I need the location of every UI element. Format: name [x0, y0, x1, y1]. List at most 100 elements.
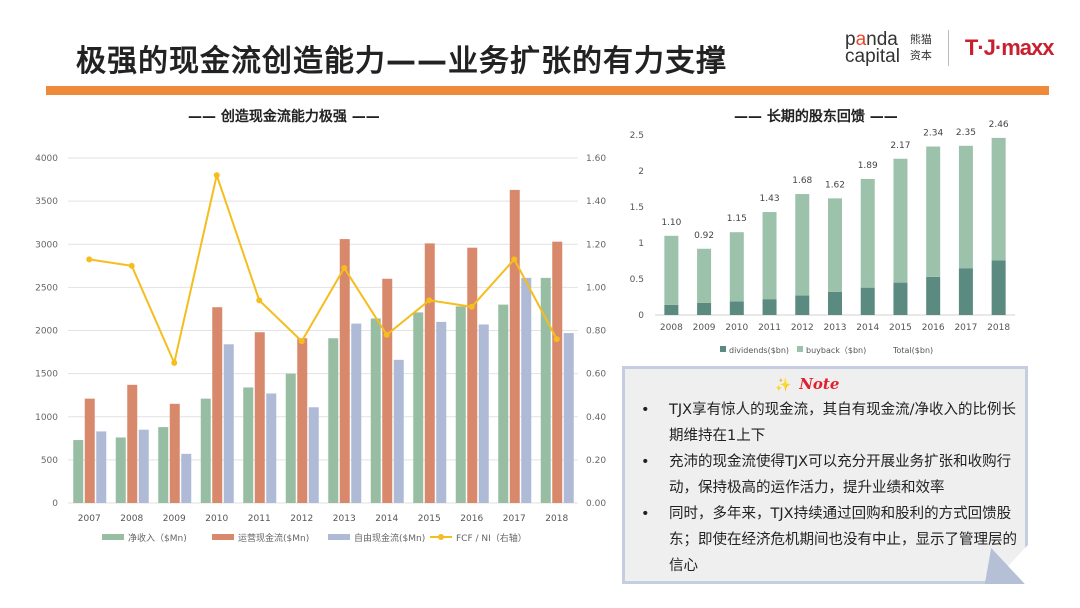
- dividends-bar: [762, 299, 777, 315]
- dividends-bar: [926, 276, 941, 315]
- y-tick-label: 2: [638, 167, 644, 177]
- total-data-label: 1.62: [825, 180, 845, 190]
- x-tick-label: 2009: [693, 323, 716, 333]
- fcf-ni-point: [341, 264, 348, 271]
- buyback-bar: [926, 146, 941, 277]
- buyback-bar: [860, 178, 875, 288]
- note-heading: ✨ Note: [775, 375, 839, 393]
- net-income-bar: [370, 318, 381, 503]
- y-tick-label: 0: [52, 499, 58, 509]
- legend-label: 运营现金流($Mn): [238, 532, 309, 544]
- y2-tick-label: 1.00: [586, 283, 606, 293]
- note-list: TJX享有惊人的现金流，其自有现金流/净收入的比例长期维持在1上下 充沛的现金流…: [639, 397, 1019, 579]
- y-tick-label: 2000: [35, 327, 58, 337]
- buyback-bar: [729, 232, 744, 302]
- logo-group: panda capital 熊猫 资本 T·J·maxx: [845, 29, 1055, 67]
- x-tick-label: 2015: [889, 323, 912, 333]
- x-tick-label: 2012: [290, 514, 313, 524]
- x-tick-label: 2008: [120, 514, 143, 524]
- net-income-bar: [115, 437, 126, 503]
- x-tick-label: 2011: [248, 514, 271, 524]
- ocf-bar: [297, 338, 308, 503]
- x-tick-label: 2015: [418, 514, 441, 524]
- left-chart-title: —— 创造现金流能力极强 ——: [188, 109, 380, 125]
- legend-label: buyback（$bn): [806, 346, 866, 355]
- dividends-bar: [860, 287, 875, 315]
- ocf-bar: [84, 398, 95, 503]
- right-chart-title: —— 长期的股东回馈 ——: [734, 109, 898, 125]
- ocf-bar: [382, 278, 393, 503]
- total-data-label: 1.10: [661, 218, 681, 228]
- shareholder-return-chart: 0 0.5 1 1.5 2 2.5 1.10 2008 0.92 2009 1.15 2010 1.43…: [630, 120, 1015, 355]
- ocf-bar: [467, 247, 478, 503]
- ocf-bar: [509, 189, 520, 503]
- fcf-ni-point: [256, 297, 263, 304]
- total-data-label: 1.68: [792, 176, 812, 186]
- fcf-bar: [478, 324, 489, 503]
- fcf-bar: [96, 431, 107, 503]
- total-data-label: 0.92: [694, 231, 714, 241]
- net-income-bar: [73, 440, 84, 503]
- legend-swatch: [797, 346, 803, 352]
- y-tick-label: 0: [638, 311, 644, 321]
- legend-label: FCF / NI（右轴）: [456, 532, 527, 544]
- dividends-bar: [795, 295, 810, 315]
- panda-capital-logo: panda capital: [845, 29, 900, 67]
- total-data-label: 2.34: [923, 129, 943, 139]
- fcf-ni-point: [468, 303, 475, 310]
- fcf-ni-point: [383, 331, 390, 338]
- tjmaxx-logo: T·J·maxx: [964, 35, 1055, 60]
- fcf-bar: [351, 323, 362, 503]
- x-tick-label: 2013: [824, 323, 847, 333]
- x-tick-label: 2008: [660, 323, 683, 333]
- fcf-bar: [436, 321, 447, 503]
- dividends-bar: [664, 304, 679, 315]
- fcf-ni-point: [298, 338, 305, 345]
- fcf-bar: [223, 344, 234, 503]
- legend-marker: [438, 534, 444, 540]
- fcf-ni-point: [86, 256, 93, 263]
- y-tick-label: 2500: [35, 283, 58, 293]
- x-tick-label: 2016: [460, 514, 483, 524]
- y2-tick-label: 0.80: [586, 327, 606, 337]
- x-tick-label: 2018: [987, 323, 1010, 333]
- ocf-bar: [169, 403, 180, 503]
- y-tick-label: 3000: [35, 240, 58, 250]
- buyback-bar: [893, 158, 908, 283]
- buyback-bar: [664, 235, 679, 305]
- y-tick-label: 1: [638, 239, 644, 249]
- fcf-ni-line: [89, 171, 558, 367]
- logo-divider: [947, 30, 949, 66]
- dividends-bar: [893, 282, 908, 315]
- logo-cn: 熊猫 资本: [909, 33, 932, 62]
- net-income-bar: [413, 312, 424, 503]
- y-tick-label: 500: [41, 456, 58, 466]
- sparkle-icon: ✨: [775, 378, 792, 393]
- x-tick-label: 2011: [758, 323, 781, 333]
- legend-swatch: [328, 534, 350, 540]
- total-data-label: 2.46: [989, 120, 1009, 130]
- legend-label: 自由现金流($Mn): [354, 532, 425, 544]
- x-tick-label: 2018: [545, 514, 568, 524]
- buyback-bar: [762, 212, 777, 300]
- ocf-bar: [212, 307, 223, 503]
- note-box: ✨ Note TJX享有惊人的现金流，其自有现金流/净收入的比例长期维持在1上下 …: [622, 366, 1028, 584]
- note-item: 同时，多年来，TJX持续通过回购和股利的方式回馈股东；即使在经济危机期间也没有中…: [639, 501, 1019, 579]
- dividends-bar: [697, 302, 712, 315]
- net-income-bar: [243, 387, 254, 503]
- ocf-bar: [339, 239, 350, 503]
- y2-tick-label: 0.40: [586, 413, 606, 423]
- net-income-bar: [158, 427, 169, 503]
- fcf-ni-point: [213, 172, 220, 179]
- total-data-label: 1.15: [727, 214, 747, 224]
- x-tick-label: 2010: [725, 323, 748, 333]
- dividends-bar: [729, 301, 744, 315]
- net-income-bar: [540, 277, 551, 503]
- legend-label: Total($bn): [892, 346, 933, 355]
- dividends-bar: [958, 268, 973, 315]
- x-tick-label: 2013: [333, 514, 356, 524]
- y2-tick-label: 0.00: [586, 499, 606, 509]
- fcf-bar: [138, 429, 149, 503]
- buyback-bar: [828, 198, 842, 292]
- ocf-bar: [254, 332, 265, 503]
